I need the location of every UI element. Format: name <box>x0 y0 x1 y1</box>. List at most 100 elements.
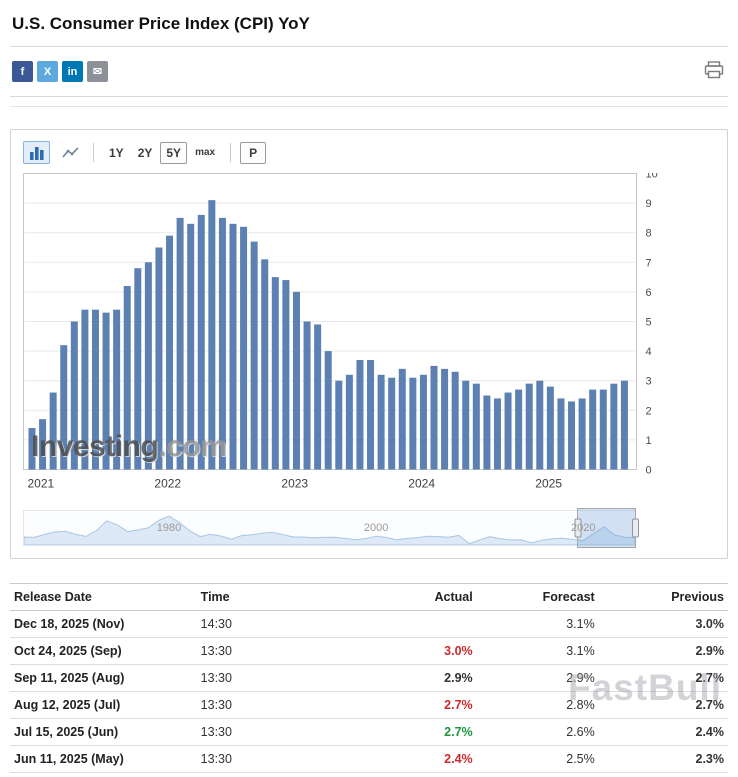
cpi-bar <box>314 324 322 470</box>
range-button-2y[interactable]: 2Y <box>132 142 159 164</box>
releases-table: Release Date Time Actual Forecast Previous D… <box>10 583 728 773</box>
svg-text:4: 4 <box>646 346 652 358</box>
cpi-bar <box>176 217 184 470</box>
previous-value: 2.7% <box>598 691 728 719</box>
svg-text:5: 5 <box>646 317 652 329</box>
cpi-bar <box>39 419 47 470</box>
cpi-bar <box>218 217 226 470</box>
cpi-bar <box>292 291 300 470</box>
page-title: U.S. Consumer Price Index (CPI) YoY <box>12 14 310 33</box>
release-date: Sep 11, 2025 (Aug) <box>10 664 197 692</box>
cpi-bar <box>515 389 523 470</box>
x-twitter-share-button[interactable]: X <box>37 61 58 82</box>
release-date: Jun 11, 2025 (May) <box>10 745 197 773</box>
cpi-bar <box>388 377 396 470</box>
cpi-bar <box>409 377 417 470</box>
chart-widget: 1Y 2Y 5Y max P 0 1 2 3 4 5 6 7 8 9 10 2021 2022 2023 2024… <box>10 129 728 559</box>
divider <box>10 46 728 47</box>
release-row: Aug 12, 2025 (Jul) 13:30 2.7% 2.8% 2.7% <box>10 691 728 719</box>
previous-value: 2.4% <box>598 718 728 746</box>
forecast-value: 3.1% <box>476 637 599 665</box>
previous-value: 2.9% <box>598 637 728 665</box>
linkedin-share-button[interactable]: in <box>62 61 83 82</box>
cpi-bar <box>568 401 576 470</box>
release-row: Sep 11, 2025 (Aug) 13:30 2.9% 2.9% 2.7% <box>10 664 728 692</box>
svg-text:0: 0 <box>646 465 652 477</box>
release-time: 13:30 <box>196 718 341 746</box>
x-axis-label: 2023 <box>281 477 308 491</box>
col-header-actual: Actual <box>340 583 477 611</box>
cpi-bar <box>102 312 110 470</box>
chart-toolbar: 1Y 2Y 5Y max P <box>23 140 715 173</box>
cpi-bar <box>134 268 142 470</box>
release-date: Jul 15, 2025 (Jun) <box>10 718 197 746</box>
chart-navigator[interactable]: 1980 2000 2020 <box>23 508 639 548</box>
email-share-button[interactable]: ✉ <box>87 61 108 82</box>
navigator-tick-1980: 1980 <box>156 522 182 534</box>
cpi-bar <box>578 398 586 470</box>
print-button[interactable] <box>702 59 726 84</box>
cpi-bar <box>282 280 290 470</box>
cpi-bar <box>166 235 174 470</box>
svg-text:3: 3 <box>646 376 652 388</box>
cpi-bar <box>60 345 68 470</box>
release-time: 13:30 <box>196 745 341 773</box>
cpi-bar <box>123 285 131 470</box>
navigator-left-handle[interactable] <box>574 518 582 538</box>
bar-chart-icon <box>29 146 44 160</box>
chart-area: 0 1 2 3 4 5 6 7 8 9 10 2021 2022 2023 2024 2025 Investi… <box>23 169 715 500</box>
navigator-right-handle[interactable] <box>632 518 639 538</box>
cpi-bar <box>451 371 459 470</box>
cpi-bar <box>493 398 501 470</box>
line-chart-icon <box>61 146 79 158</box>
forecast-value: 2.8% <box>476 691 599 719</box>
forecast-value: 2.5% <box>476 745 599 773</box>
bar-chart-type-button[interactable] <box>23 141 50 164</box>
range-button-5y[interactable]: 5Y <box>160 141 188 164</box>
cpi-bar <box>229 223 237 470</box>
cpi-bar <box>261 259 269 470</box>
divider <box>10 106 728 107</box>
p-button[interactable]: P <box>240 141 267 164</box>
cpi-bar <box>208 200 216 470</box>
actual-value: 2.4% <box>340 745 477 773</box>
cpi-bar <box>324 351 332 470</box>
cpi-bar <box>599 389 607 470</box>
cpi-bar <box>155 247 163 470</box>
navigator-selection-window[interactable] <box>574 508 639 548</box>
forecast-value: 3.1% <box>476 610 599 638</box>
svg-text:8: 8 <box>646 228 652 240</box>
facebook-share-button[interactable]: f <box>12 61 33 82</box>
cpi-bar <box>240 226 248 470</box>
release-date: Dec 18, 2025 (Nov) <box>10 610 197 638</box>
release-time: 14:30 <box>196 610 341 638</box>
cpi-bar <box>367 359 375 470</box>
navigator-sparkline <box>24 515 635 545</box>
cpi-bar <box>70 321 78 470</box>
toolbar-separator <box>230 143 232 162</box>
cpi-bar <box>546 386 554 470</box>
svg-text:6: 6 <box>646 287 652 299</box>
actual-value: 3.0% <box>340 637 477 665</box>
investing-watermark: Investing.com <box>31 430 227 464</box>
cpi-bar <box>91 309 99 470</box>
release-time: 13:30 <box>196 637 341 665</box>
range-button-max[interactable]: max <box>189 143 221 162</box>
x-axis-label: 2021 <box>28 477 55 491</box>
cpi-bar <box>335 380 343 470</box>
line-chart-type-button[interactable] <box>57 141 84 164</box>
range-button-1y[interactable]: 1Y <box>103 142 130 164</box>
svg-text:10: 10 <box>646 173 658 181</box>
navigator-tick-2000: 2000 <box>363 522 389 534</box>
table-header-row: Release Date Time Actual Forecast Previous <box>10 583 728 611</box>
cpi-bar <box>271 277 279 470</box>
svg-text:2: 2 <box>646 405 652 417</box>
cpi-bar <box>536 380 544 470</box>
cpi-bar <box>113 309 121 470</box>
range-buttons: 1Y 2Y 5Y max <box>103 141 221 164</box>
actual-value: 2.7% <box>340 691 477 719</box>
x-axis-label: 2024 <box>408 477 435 491</box>
cpi-bar <box>483 395 491 470</box>
actual-value: 2.7% <box>340 718 477 746</box>
